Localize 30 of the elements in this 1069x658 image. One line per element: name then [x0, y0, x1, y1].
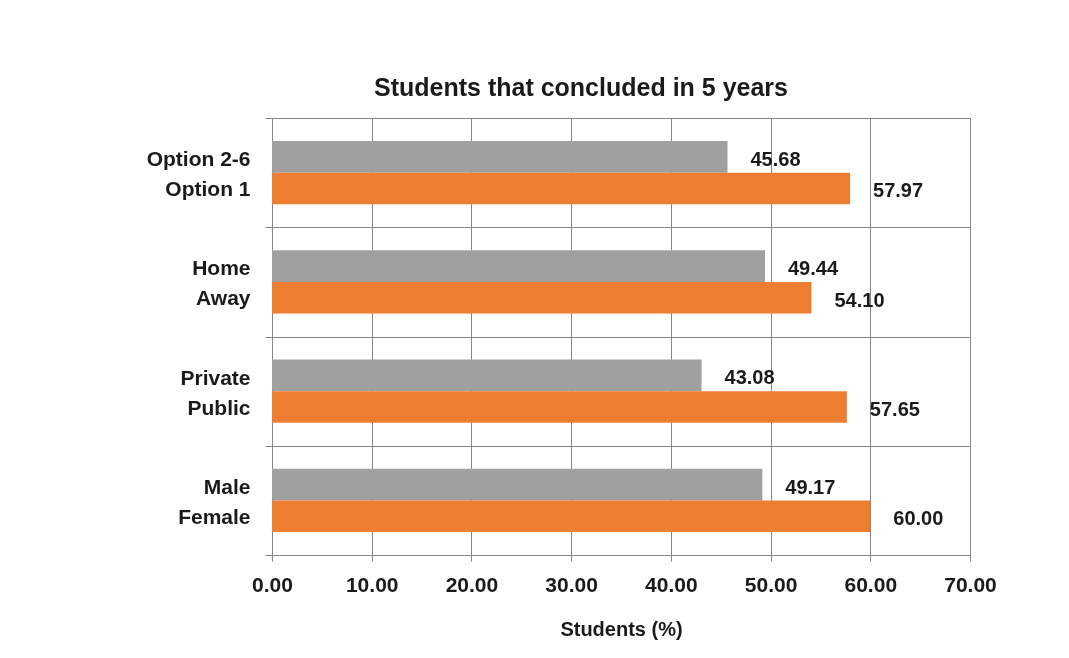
bar — [272, 468, 763, 501]
x-tick-label: 70.00 — [944, 572, 997, 596]
bar — [272, 172, 851, 205]
data-label: 54.10 — [834, 288, 885, 311]
y-tick-label: Home Away — [192, 256, 251, 310]
data-label: 49.44 — [787, 257, 839, 280]
x-tick-label: 60.00 — [844, 572, 898, 596]
bar — [272, 391, 847, 423]
data-label: 60.00 — [893, 507, 944, 530]
y-tick-label: Option 2-6 Option 1 — [146, 147, 251, 201]
y-tick-label: Private Public — [180, 365, 251, 419]
bar — [272, 250, 765, 282]
y-tick-label: Male Female — [178, 474, 251, 528]
data-label: 57.65 — [869, 397, 920, 420]
data-label: 49.17 — [785, 475, 836, 498]
x-tick-label: 0.00 — [252, 572, 293, 596]
data-label: 45.68 — [750, 147, 801, 170]
bar — [272, 500, 871, 532]
bar — [272, 359, 702, 392]
x-tick-label: 40.00 — [645, 572, 698, 596]
bar — [272, 141, 728, 173]
x-tick-label: 10.00 — [345, 572, 399, 596]
chart-title: Students that concluded in 5 years — [374, 73, 788, 101]
x-tick-label: 30.00 — [545, 572, 598, 596]
x-axis-title: Students (%) — [560, 617, 683, 640]
x-tick-label: 20.00 — [445, 572, 499, 596]
x-tick-label: 50.00 — [744, 572, 798, 596]
bar — [272, 281, 812, 314]
data-label: 57.97 — [873, 179, 924, 202]
data-label: 43.08 — [724, 366, 775, 389]
